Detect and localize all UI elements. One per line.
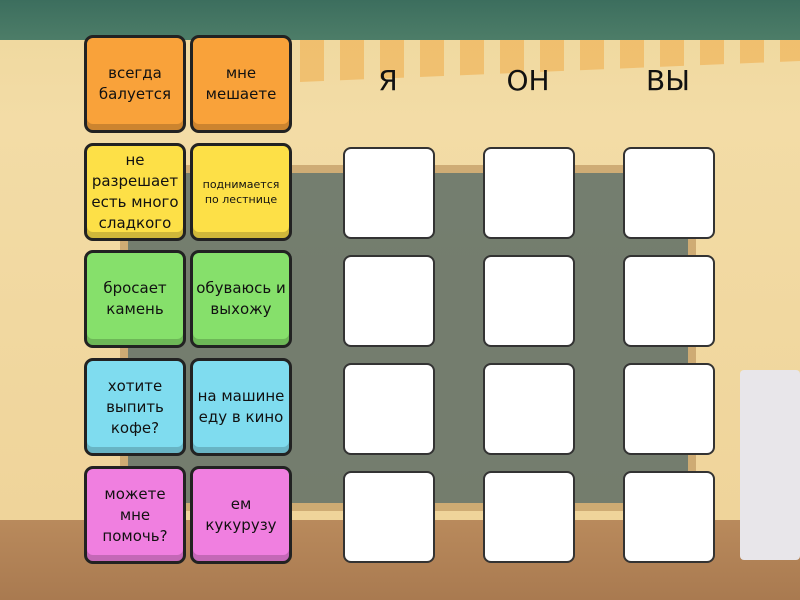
tile-label: обуваюсь и выхожу <box>196 279 286 318</box>
column-header: Я <box>378 64 398 97</box>
cabinet-background <box>740 370 800 560</box>
tile-label: хотите выпить кофе? <box>106 376 164 437</box>
drop-slot[interactable] <box>343 471 435 563</box>
tile-label: поднимается по лестнице <box>202 178 280 206</box>
drop-slot[interactable] <box>623 147 715 239</box>
drop-slot[interactable] <box>483 255 575 347</box>
drop-slot[interactable] <box>623 363 715 455</box>
tile-label: ем кукурузу <box>205 495 277 534</box>
drop-slot[interactable] <box>343 255 435 347</box>
drop-slot[interactable] <box>623 471 715 563</box>
tile-label: всегда балуется <box>98 64 172 103</box>
drop-slot[interactable] <box>343 147 435 239</box>
draggable-word-tile[interactable]: бросает камень <box>84 250 186 348</box>
draggable-word-tile[interactable]: можете мне помочь? <box>84 466 186 564</box>
drop-slot[interactable] <box>623 255 715 347</box>
drop-slot[interactable] <box>483 147 575 239</box>
draggable-word-tile[interactable]: обуваюсь и выхожу <box>190 250 292 348</box>
drop-slot[interactable] <box>343 363 435 455</box>
drop-slot[interactable] <box>483 363 575 455</box>
tile-label: бросает камень <box>103 279 167 318</box>
draggable-word-tile[interactable]: не разрешает есть много сладкого <box>84 143 186 241</box>
tile-label: можете мне помочь? <box>102 484 168 545</box>
tile-label: не разрешает есть много сладкого <box>91 151 179 232</box>
draggable-word-tile[interactable]: всегда балуется <box>84 35 186 133</box>
draggable-word-tile[interactable]: поднимается по лестнице <box>190 143 292 241</box>
draggable-word-tile[interactable]: ем кукурузу <box>190 466 292 564</box>
draggable-word-tile[interactable]: хотите выпить кофе? <box>84 358 186 456</box>
draggable-word-tile[interactable]: на машине еду в кино <box>190 358 292 456</box>
column-header: ОН <box>506 64 550 97</box>
draggable-word-tile[interactable]: мне мешаете <box>190 35 292 133</box>
tile-label: мне мешаете <box>205 64 277 103</box>
tile-label: на машине еду в кино <box>197 387 285 426</box>
column-header: ВЫ <box>646 64 690 97</box>
drop-slot[interactable] <box>483 471 575 563</box>
